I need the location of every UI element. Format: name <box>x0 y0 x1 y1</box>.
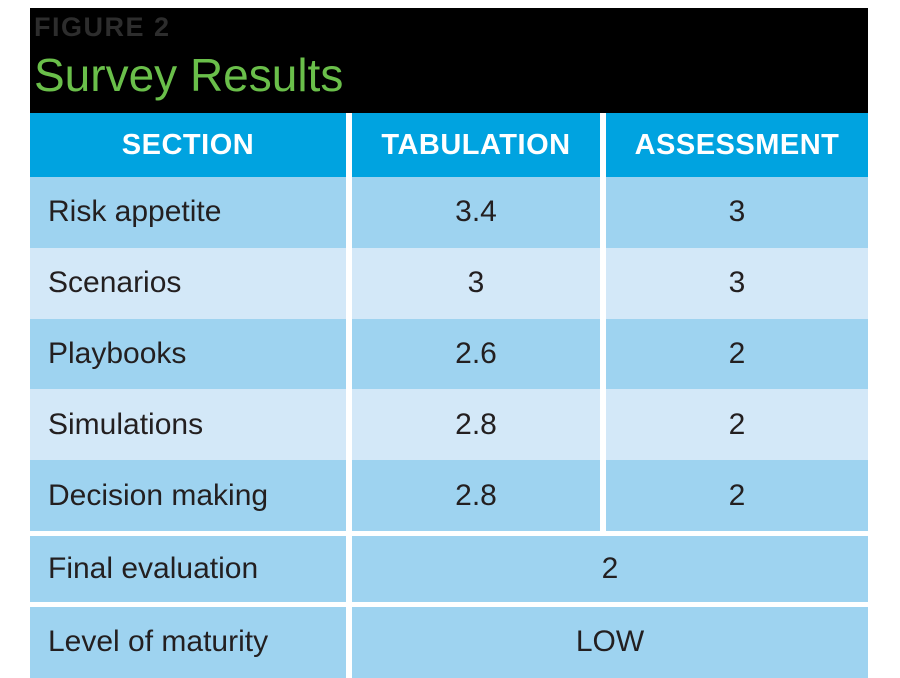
tabulation-cell: 3.4 <box>352 177 600 248</box>
table-header-row: SECTION TABULATION ASSESSMENT <box>30 113 868 177</box>
table-row: Scenarios 3 3 <box>30 247 868 319</box>
column-header-tabulation: TABULATION <box>352 113 600 177</box>
table-row: Risk appetite 3.4 3 <box>30 177 868 248</box>
survey-results-table: SECTION TABULATION ASSESSMENT Risk appet… <box>30 113 868 678</box>
level-of-maturity-row: Level of maturity LOW <box>30 606 868 678</box>
table-row: Playbooks 2.6 2 <box>30 318 868 390</box>
section-cell: Decision making <box>30 460 346 531</box>
assessment-cell: 3 <box>606 177 868 248</box>
assessment-cell: 2 <box>606 460 868 531</box>
title-banner: FIGURE 2 Survey Results <box>30 8 868 113</box>
assessment-cell: 3 <box>606 247 868 319</box>
tabulation-cell: 2.8 <box>352 389 600 461</box>
section-cell: Level of maturity <box>30 606 346 678</box>
assessment-cell: 2 <box>606 318 868 390</box>
section-cell: Scenarios <box>30 247 346 319</box>
tabulation-cell: 2.6 <box>352 318 600 390</box>
section-cell: Final evaluation <box>30 535 346 602</box>
section-cell: Risk appetite <box>30 177 346 248</box>
assessment-cell: 2 <box>606 389 868 461</box>
section-cell: Simulations <box>30 389 346 461</box>
level-of-maturity-value: LOW <box>352 606 868 678</box>
tabulation-cell: 2.8 <box>352 460 600 531</box>
column-header-assessment: ASSESSMENT <box>606 113 868 177</box>
column-header-section: SECTION <box>30 113 346 177</box>
table-row: Simulations 2.8 2 <box>30 389 868 461</box>
table-row: Decision making 2.8 2 <box>30 460 868 531</box>
figure-label: FIGURE 2 <box>34 12 171 42</box>
final-evaluation-value: 2 <box>352 535 868 602</box>
section-cell: Playbooks <box>30 318 346 390</box>
final-evaluation-row: Final evaluation 2 <box>30 535 868 602</box>
page-title: Survey Results <box>34 49 344 101</box>
tabulation-cell: 3 <box>352 247 600 319</box>
